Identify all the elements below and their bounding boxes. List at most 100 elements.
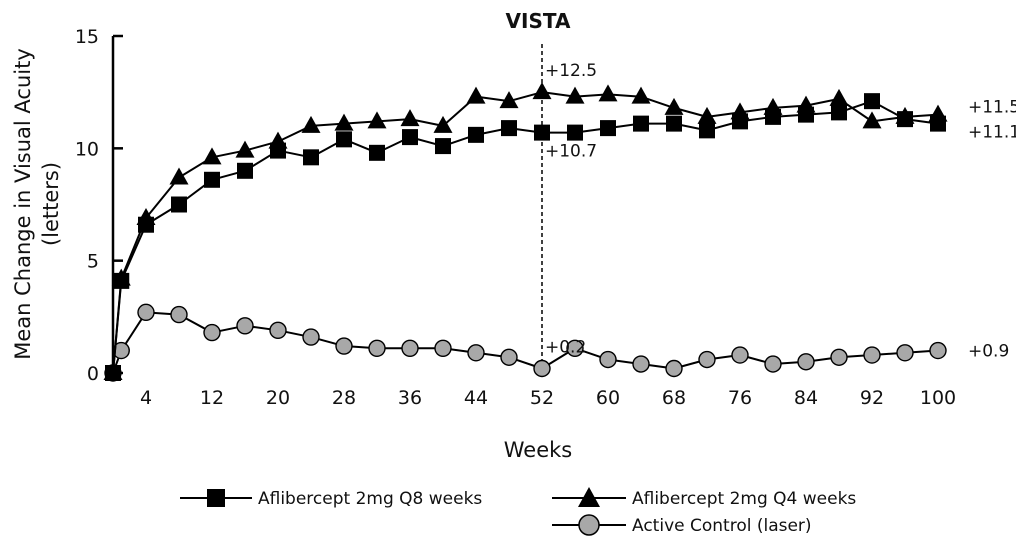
circle-marker xyxy=(269,321,287,340)
triangle-marker xyxy=(730,102,750,120)
circle-marker xyxy=(533,359,551,378)
square-marker xyxy=(534,124,550,141)
annotation-label: +0.2 xyxy=(545,338,586,358)
x-tick-label: 100 xyxy=(920,387,956,409)
chart-title: VISTA xyxy=(506,9,571,33)
circle-marker xyxy=(112,341,130,360)
legend: Aflibercept 2mg Q8 weeks Aflibercept 2mg… xyxy=(180,487,856,536)
legend-label-laser: Active Control (laser) xyxy=(632,516,812,536)
circle-marker xyxy=(170,305,188,324)
series-layer xyxy=(103,82,948,382)
circle-marker xyxy=(302,328,320,346)
circle-marker xyxy=(896,344,914,362)
circle-marker xyxy=(335,337,353,355)
annotation-label: +0.9 xyxy=(968,342,1009,362)
x-tick-label: 12 xyxy=(200,387,224,409)
triangle-marker xyxy=(499,91,519,109)
x-tick-label: 68 xyxy=(662,387,686,409)
triangle-marker xyxy=(235,140,255,158)
circle-marker xyxy=(434,339,452,357)
square-marker xyxy=(600,120,616,137)
triangle-marker xyxy=(169,167,189,185)
y-axis-label-line1: Mean Change in Visual Acuity xyxy=(11,48,35,360)
series-line xyxy=(112,100,939,374)
triangle-marker xyxy=(103,363,123,380)
circle-marker xyxy=(797,353,815,371)
square-marker xyxy=(303,149,319,166)
triangle-marker xyxy=(928,104,948,122)
triangle-marker xyxy=(862,111,882,129)
series-square xyxy=(105,93,946,381)
legend-triangle-marker-icon xyxy=(578,487,600,507)
x-tick-label: 44 xyxy=(464,387,488,409)
y-axis-title: Mean Change in Visual Acuity (letters) xyxy=(11,48,63,360)
square-marker xyxy=(567,124,583,141)
annotation-label: +10.7 xyxy=(545,142,597,162)
x-ticks: 4 12 20 28 36 44 52 60 68 76 84 92 100 xyxy=(140,387,956,409)
square-marker xyxy=(633,115,649,132)
circle-marker xyxy=(401,339,419,357)
y-tick-label: 5 xyxy=(87,251,99,273)
legend-square-marker-icon xyxy=(207,489,225,507)
x-tick-label: 76 xyxy=(728,387,752,409)
circle-marker xyxy=(236,317,254,335)
y-ticks: 0 5 10 15 xyxy=(75,26,123,385)
circle-marker xyxy=(698,350,716,369)
square-marker xyxy=(831,104,847,121)
circle-marker xyxy=(599,350,617,369)
annotation-label: +11.5 xyxy=(968,98,1016,118)
legend-item-q4: Aflibercept 2mg Q4 weeks xyxy=(552,487,856,509)
x-tick-label: 4 xyxy=(140,387,152,409)
legend-item-q8: Aflibercept 2mg Q8 weeks xyxy=(180,489,482,509)
x-tick-label: 36 xyxy=(398,387,422,409)
triangle-marker xyxy=(631,86,651,104)
circle-marker xyxy=(500,348,518,366)
square-marker xyxy=(468,126,484,143)
triangle-marker xyxy=(697,106,717,124)
triangle-marker xyxy=(598,84,618,102)
square-marker xyxy=(237,162,253,179)
circle-marker xyxy=(137,303,155,322)
triangle-marker xyxy=(796,95,816,113)
triangle-marker xyxy=(111,268,131,286)
triangle-marker xyxy=(532,82,552,100)
circle-marker xyxy=(764,355,782,373)
triangle-marker xyxy=(400,109,420,127)
legend-circle-marker-icon xyxy=(578,514,600,536)
x-tick-label: 28 xyxy=(332,387,356,409)
triangle-marker xyxy=(829,88,849,106)
annotations: +12.5 +10.7 +0.2 +11.5 +11.1 +0.9 xyxy=(545,61,1016,361)
triangle-marker xyxy=(334,113,354,131)
triangle-marker xyxy=(202,147,222,165)
x-tick-label: 60 xyxy=(596,387,620,409)
x-tick-label: 84 xyxy=(794,387,818,409)
square-marker xyxy=(435,138,451,155)
series-circle xyxy=(104,303,947,382)
y-axis-label-line2: (letters) xyxy=(39,162,63,246)
square-marker xyxy=(501,120,517,137)
square-marker xyxy=(171,196,187,213)
circle-marker xyxy=(203,323,221,342)
circle-marker xyxy=(929,341,947,360)
series-line xyxy=(112,91,939,374)
circle-marker xyxy=(467,344,485,362)
legend-item-laser: Active Control (laser) xyxy=(552,514,812,536)
circle-marker xyxy=(665,359,683,378)
triangle-marker xyxy=(763,97,783,115)
circle-marker xyxy=(731,346,749,364)
triangle-marker xyxy=(136,207,156,225)
series-triangle xyxy=(103,82,948,380)
x-tick-label: 20 xyxy=(266,387,290,409)
circle-marker xyxy=(368,339,386,357)
y-tick-label: 10 xyxy=(75,138,99,160)
annotation-label: +12.5 xyxy=(545,61,597,81)
triangle-marker xyxy=(895,106,915,124)
square-marker xyxy=(666,115,682,132)
triangle-marker xyxy=(433,115,453,133)
square-marker xyxy=(336,131,352,148)
x-tick-label: 92 xyxy=(860,387,884,409)
triangle-marker xyxy=(268,131,288,149)
square-marker xyxy=(699,122,715,139)
circle-marker xyxy=(863,346,881,364)
triangle-marker xyxy=(301,115,321,133)
